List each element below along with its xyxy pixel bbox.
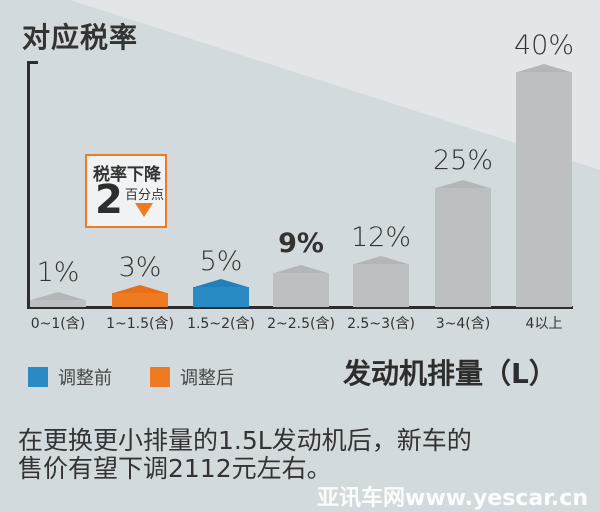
value-label: 40% <box>513 30 574 61</box>
bar-1.5-2 <box>193 279 249 307</box>
value-label: 9% <box>278 228 324 259</box>
value-label: 1% <box>36 257 80 288</box>
legend-swatch-orange <box>150 367 170 387</box>
legend-after: 调整后 <box>150 364 234 390</box>
y-axis-cap <box>27 61 38 64</box>
bar-3-4 <box>435 180 491 307</box>
bar-4-plus <box>516 64 572 307</box>
x-tick-label: 2~2.5(含) <box>267 316 335 332</box>
x-tick-label: 0~1(含) <box>30 316 86 332</box>
bar-2-2.5 <box>273 265 329 307</box>
footnote-line-2: 售价有望下调2112元左右。 <box>18 454 332 483</box>
chart-title: 对应税率 <box>22 21 139 54</box>
value-label: 12% <box>350 222 411 253</box>
legend-swatch-blue <box>28 367 48 387</box>
legend-label: 调整前 <box>58 368 112 389</box>
x-axis-title: 发动机排量（L） <box>343 357 557 390</box>
y-axis-line <box>27 61 30 309</box>
x-tick-label: 4以上 <box>525 316 563 332</box>
badge-unit: 百分点 <box>125 188 165 203</box>
x-tick-label: 1~1.5(含) <box>106 316 174 332</box>
bar-2.5-3 <box>353 256 409 307</box>
footnote-line-1: 在更换更小排量的1.5L发动机后，新车的 <box>18 426 472 455</box>
bar-0-1 <box>30 292 86 307</box>
footnote: 在更换更小排量的1.5L发动机后，新车的 售价有望下调2112元左右。 <box>18 427 598 483</box>
watermark: 亚讯车网www.yescar.cn <box>317 486 588 511</box>
x-tick-label: 2.5~3(含) <box>347 316 415 332</box>
legend-label: 调整后 <box>180 368 234 389</box>
badge-number: 2 <box>95 177 123 223</box>
legend-before: 调整前 <box>28 364 112 390</box>
x-tick-label: 1.5~2(含) <box>187 316 255 332</box>
value-label: 25% <box>432 145 493 176</box>
value-label: 5% <box>199 246 243 277</box>
bar-1-1.5 <box>112 285 168 307</box>
down-arrow-icon <box>135 203 153 217</box>
rate-drop-badge: 税率下降 2 百分点 <box>85 154 167 228</box>
value-label: 3% <box>118 252 162 283</box>
badge-title: 税率下降 <box>93 165 161 185</box>
x-tick-label: 3~4(含) <box>435 316 491 332</box>
x-axis-line <box>27 306 573 309</box>
